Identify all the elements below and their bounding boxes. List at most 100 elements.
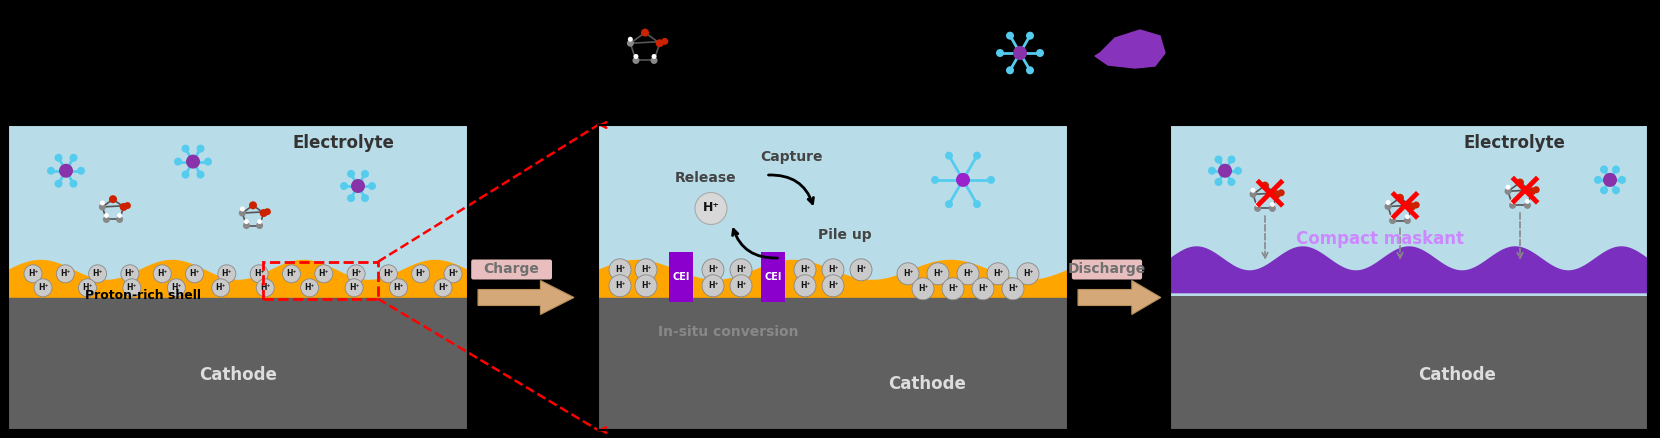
Circle shape <box>656 39 664 47</box>
Text: H⁺: H⁺ <box>707 281 719 290</box>
Circle shape <box>1396 194 1404 202</box>
Circle shape <box>244 219 249 224</box>
Circle shape <box>105 213 110 218</box>
Bar <box>598 125 1067 430</box>
Text: H⁺: H⁺ <box>38 283 48 292</box>
Text: Pile up: Pile up <box>818 227 872 241</box>
Circle shape <box>956 173 969 187</box>
Text: H⁺: H⁺ <box>319 269 329 278</box>
Circle shape <box>636 259 657 281</box>
Circle shape <box>1389 217 1396 224</box>
Circle shape <box>1527 187 1536 195</box>
Circle shape <box>186 155 199 169</box>
Circle shape <box>1026 32 1034 40</box>
Text: H⁺: H⁺ <box>448 269 458 278</box>
Text: Compact maskant: Compact maskant <box>1296 230 1464 248</box>
Text: Charge: Charge <box>483 261 540 276</box>
Circle shape <box>55 154 63 162</box>
Text: Discharge: Discharge <box>1067 261 1145 276</box>
Circle shape <box>315 265 332 283</box>
Text: H⁺: H⁺ <box>349 283 359 292</box>
Polygon shape <box>1170 246 1648 293</box>
Circle shape <box>973 278 994 300</box>
Text: Cathode: Cathode <box>1418 366 1496 384</box>
Text: H⁺: H⁺ <box>857 265 867 274</box>
Circle shape <box>121 265 139 283</box>
Circle shape <box>911 278 935 300</box>
Circle shape <box>153 265 171 283</box>
Circle shape <box>1594 176 1602 184</box>
Text: H⁺: H⁺ <box>918 284 928 293</box>
Circle shape <box>1604 173 1617 187</box>
Circle shape <box>941 278 964 300</box>
Circle shape <box>958 263 979 285</box>
Circle shape <box>360 170 369 178</box>
Text: H⁺: H⁺ <box>304 283 315 292</box>
Circle shape <box>730 259 752 281</box>
Circle shape <box>1273 190 1282 198</box>
Circle shape <box>120 203 128 211</box>
Text: H⁺: H⁺ <box>93 269 103 278</box>
Circle shape <box>78 279 96 297</box>
Circle shape <box>945 200 953 208</box>
Circle shape <box>204 158 212 166</box>
Circle shape <box>1270 202 1275 207</box>
Text: H⁺: H⁺ <box>158 269 168 278</box>
Circle shape <box>1506 185 1511 190</box>
Circle shape <box>609 259 631 281</box>
Bar <box>1170 296 1648 430</box>
Circle shape <box>380 265 397 283</box>
Circle shape <box>822 259 843 281</box>
Circle shape <box>256 222 262 229</box>
Circle shape <box>627 40 634 47</box>
Circle shape <box>433 279 452 297</box>
Circle shape <box>196 170 204 179</box>
Circle shape <box>110 195 116 203</box>
Circle shape <box>443 265 461 283</box>
Text: Cathode: Cathode <box>888 375 966 393</box>
Bar <box>1170 125 1648 430</box>
Circle shape <box>186 265 204 283</box>
Circle shape <box>390 279 408 297</box>
Text: H⁺: H⁺ <box>641 281 651 290</box>
Text: H⁺: H⁺ <box>189 269 199 278</box>
Bar <box>8 125 468 296</box>
Circle shape <box>123 279 141 297</box>
Text: H⁺: H⁺ <box>948 284 958 293</box>
Circle shape <box>33 279 51 297</box>
Bar <box>8 296 468 430</box>
Circle shape <box>1262 182 1268 190</box>
Circle shape <box>850 259 872 281</box>
Bar <box>262 262 378 299</box>
Circle shape <box>973 200 981 208</box>
Circle shape <box>1600 166 1609 173</box>
Circle shape <box>896 263 920 285</box>
Text: H⁺: H⁺ <box>438 283 448 292</box>
Circle shape <box>1250 188 1255 193</box>
Circle shape <box>1386 200 1391 205</box>
Circle shape <box>124 202 131 209</box>
Circle shape <box>1036 49 1044 57</box>
Text: H⁺: H⁺ <box>1008 284 1018 293</box>
Text: H⁺: H⁺ <box>1023 269 1033 278</box>
Text: H⁺: H⁺ <box>60 269 71 278</box>
Circle shape <box>1408 202 1416 211</box>
Text: H⁺: H⁺ <box>828 281 838 290</box>
Text: Cathode: Cathode <box>199 366 277 384</box>
Circle shape <box>181 145 189 152</box>
Circle shape <box>636 275 657 297</box>
FancyBboxPatch shape <box>1072 259 1142 279</box>
Circle shape <box>1413 201 1419 208</box>
Bar <box>669 252 692 302</box>
Circle shape <box>345 279 364 297</box>
Circle shape <box>1003 278 1024 300</box>
Circle shape <box>55 180 63 188</box>
Text: H⁺: H⁺ <box>993 269 1003 278</box>
Circle shape <box>1006 66 1014 74</box>
Circle shape <box>627 37 632 42</box>
Bar <box>760 252 785 302</box>
Circle shape <box>926 263 950 285</box>
Circle shape <box>931 176 940 184</box>
Circle shape <box>1018 263 1039 285</box>
Polygon shape <box>598 260 1067 298</box>
